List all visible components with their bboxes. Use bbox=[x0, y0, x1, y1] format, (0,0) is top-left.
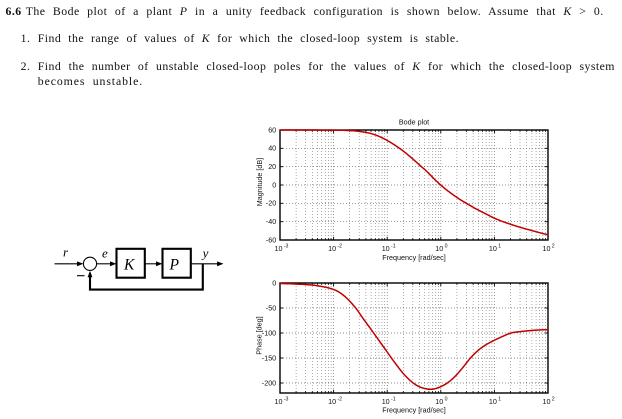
svg-text:-100: -100 bbox=[262, 328, 276, 337]
svg-text:-50: -50 bbox=[266, 303, 276, 312]
svg-text:10: 10 bbox=[382, 244, 390, 253]
svg-text:10: 10 bbox=[489, 397, 497, 406]
svg-text:0: 0 bbox=[445, 397, 448, 403]
svg-text:-3: -3 bbox=[284, 244, 289, 250]
svg-text:20: 20 bbox=[268, 162, 276, 171]
svg-text:10: 10 bbox=[328, 244, 336, 253]
svg-text:P: P bbox=[169, 257, 180, 274]
svg-text:0: 0 bbox=[272, 278, 276, 287]
svg-text:-2: -2 bbox=[337, 397, 342, 403]
svg-text:Magnitude [dB]: Magnitude [dB] bbox=[255, 158, 264, 206]
svg-text:0: 0 bbox=[272, 180, 276, 189]
svg-text:r: r bbox=[63, 245, 69, 260]
svg-text:10: 10 bbox=[543, 244, 551, 253]
svg-text:-150: -150 bbox=[262, 353, 276, 362]
svg-text:10: 10 bbox=[489, 244, 497, 253]
svg-text:-1: -1 bbox=[391, 397, 396, 403]
svg-text:60: 60 bbox=[268, 125, 276, 134]
svg-text:10: 10 bbox=[435, 397, 443, 406]
svg-text:0: 0 bbox=[445, 244, 448, 250]
svg-text:1: 1 bbox=[498, 397, 501, 403]
svg-text:-3: -3 bbox=[284, 397, 289, 403]
svg-text:2: 2 bbox=[552, 244, 555, 250]
svg-text:2: 2 bbox=[552, 397, 555, 403]
svg-text:40: 40 bbox=[268, 144, 276, 153]
svg-text:10: 10 bbox=[543, 397, 551, 406]
svg-text:10: 10 bbox=[328, 397, 336, 406]
svg-text:-2: -2 bbox=[337, 244, 342, 250]
svg-text:-20: -20 bbox=[266, 199, 276, 208]
svg-text:10: 10 bbox=[435, 244, 443, 253]
svg-text:10: 10 bbox=[275, 397, 283, 406]
svg-text:10: 10 bbox=[382, 397, 390, 406]
svg-text:Phase [deg]: Phase [deg] bbox=[255, 316, 264, 354]
svg-text:e: e bbox=[102, 245, 108, 260]
svg-text:Bode plot: Bode plot bbox=[399, 118, 429, 127]
svg-text:Frequency [rad/sec]: Frequency [rad/sec] bbox=[382, 253, 446, 262]
svg-text:10: 10 bbox=[275, 244, 283, 253]
svg-text:-200: -200 bbox=[262, 378, 276, 387]
svg-text:-1: -1 bbox=[391, 244, 396, 250]
svg-text:y: y bbox=[201, 245, 209, 260]
svg-text:Frequency [rad/sec]: Frequency [rad/sec] bbox=[382, 406, 446, 415]
svg-text:-60: -60 bbox=[266, 235, 276, 244]
svg-text:1: 1 bbox=[498, 244, 501, 250]
svg-text:-40: -40 bbox=[266, 217, 276, 226]
svg-text:K: K bbox=[123, 257, 135, 274]
